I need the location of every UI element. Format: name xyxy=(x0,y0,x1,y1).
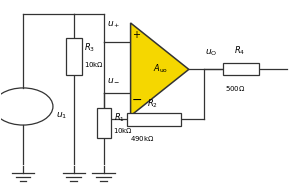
Text: $500\Omega$: $500\Omega$ xyxy=(225,84,245,93)
Polygon shape xyxy=(130,23,189,116)
Text: $-$: $-$ xyxy=(131,93,142,106)
Text: $490{\rm k}\Omega$: $490{\rm k}\Omega$ xyxy=(130,134,154,143)
Text: $R_4$: $R_4$ xyxy=(234,44,245,57)
Text: $u_-$: $u_-$ xyxy=(107,75,120,84)
FancyBboxPatch shape xyxy=(127,113,181,126)
Text: $R_1$: $R_1$ xyxy=(114,111,124,123)
Text: $+$: $+$ xyxy=(132,29,141,40)
Text: $R_2$: $R_2$ xyxy=(147,97,158,110)
Text: $R_3$: $R_3$ xyxy=(84,42,95,54)
FancyBboxPatch shape xyxy=(97,108,111,138)
Text: $A_{\rm uo}$: $A_{\rm uo}$ xyxy=(153,62,168,75)
FancyBboxPatch shape xyxy=(66,38,82,75)
FancyBboxPatch shape xyxy=(223,63,259,75)
Text: $u_+$: $u_+$ xyxy=(107,20,120,30)
Text: $10{\rm k}\Omega$: $10{\rm k}\Omega$ xyxy=(84,60,104,69)
Text: $u_1$: $u_1$ xyxy=(56,111,67,121)
Text: $10{\rm k}\Omega$: $10{\rm k}\Omega$ xyxy=(113,126,133,135)
Text: $u_{\rm O}$: $u_{\rm O}$ xyxy=(205,47,218,58)
